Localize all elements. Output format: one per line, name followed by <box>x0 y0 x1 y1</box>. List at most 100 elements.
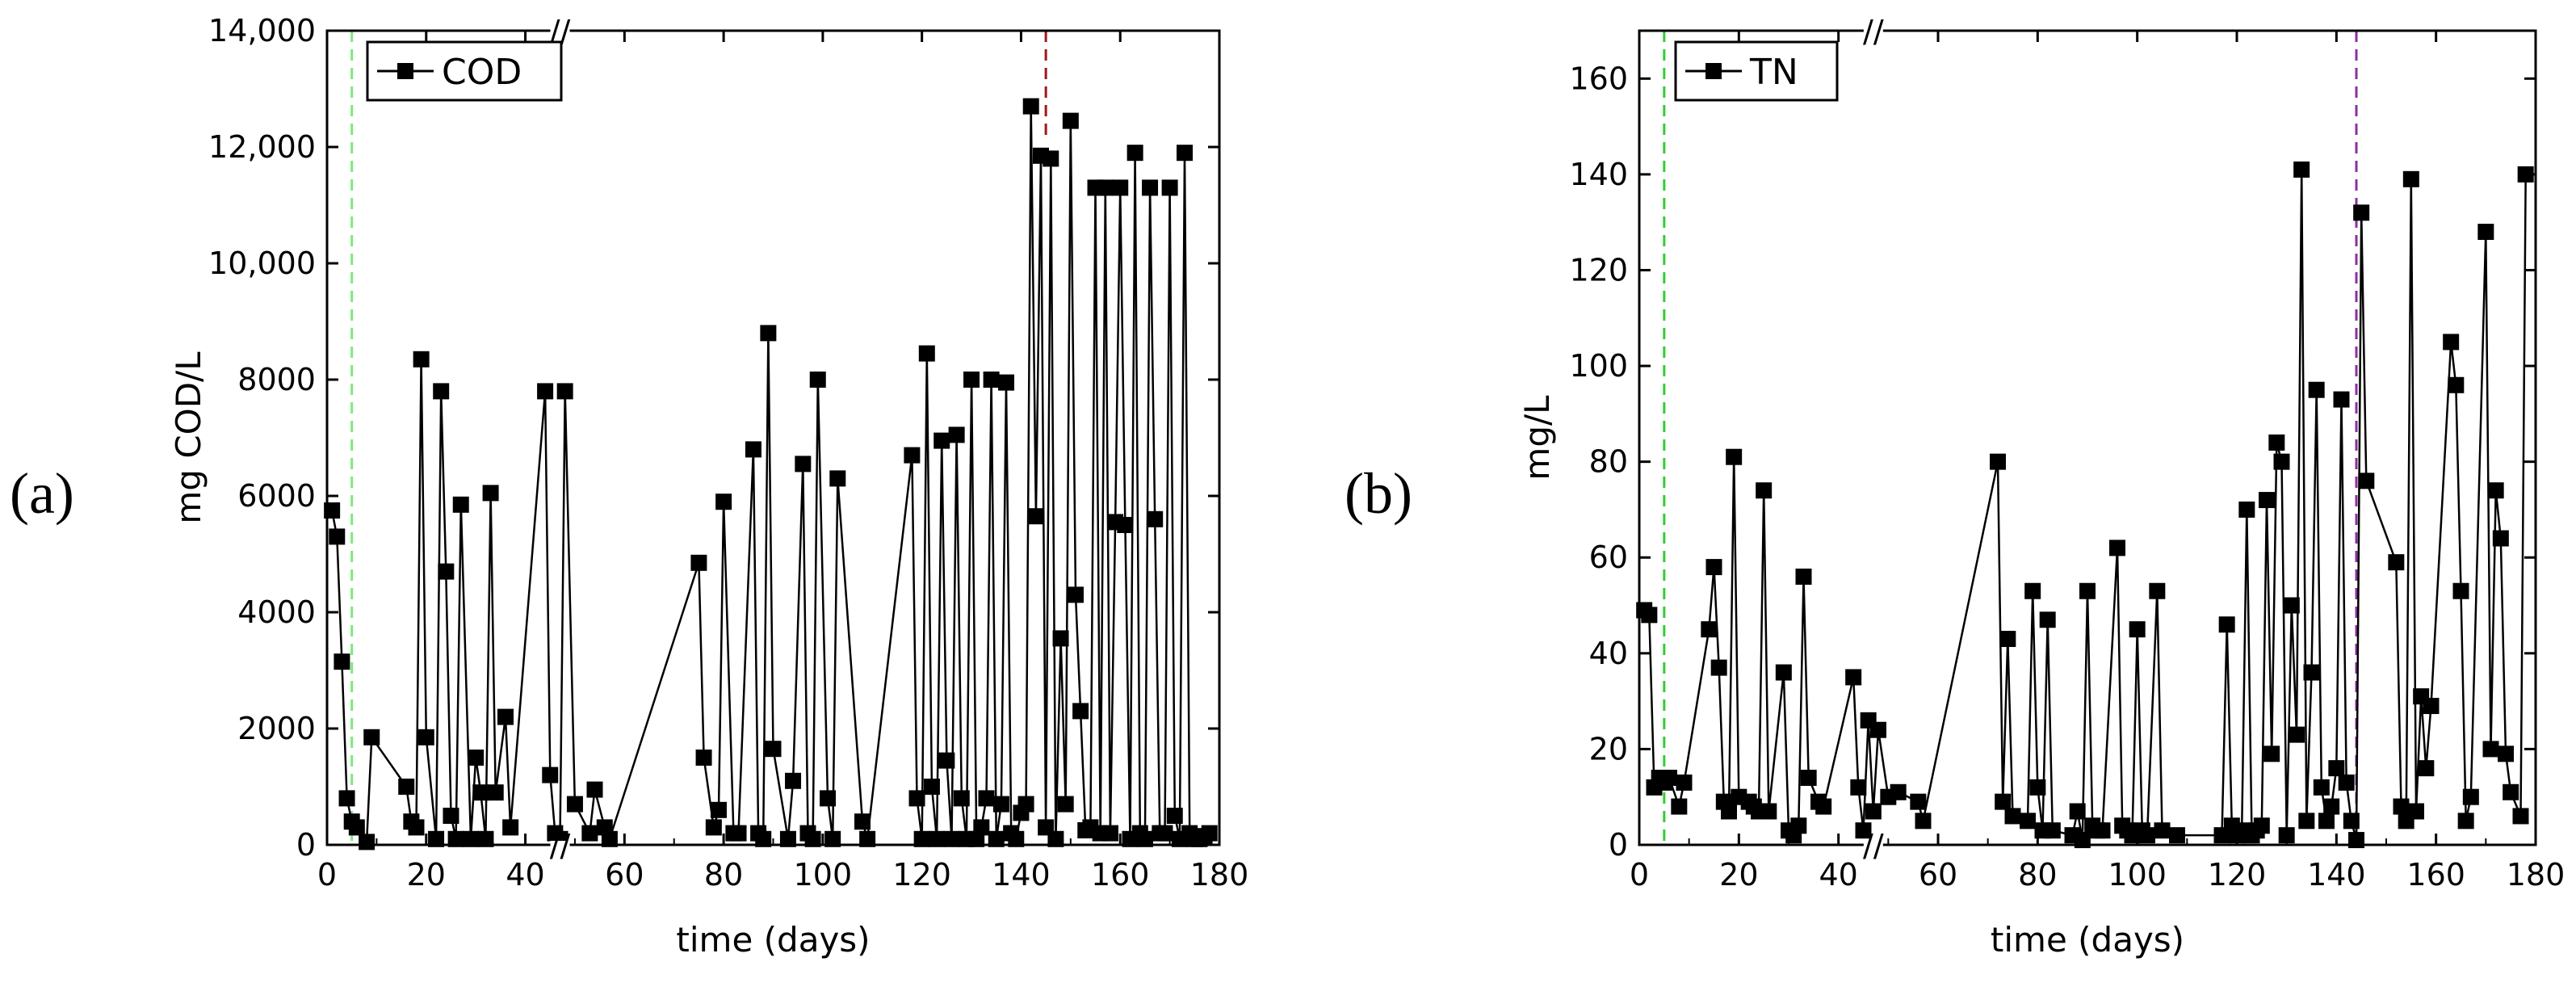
tn-data-point <box>2482 741 2499 758</box>
cod-data-point <box>779 830 796 847</box>
tn-data-point <box>2423 698 2440 715</box>
cod-data-point <box>1201 825 1218 842</box>
cod-data-point <box>1047 830 1064 847</box>
tn-x-tick-label: 60 <box>1919 857 1957 892</box>
cod-data-point <box>1112 179 1129 196</box>
tn-data-point <box>1671 798 1688 815</box>
cod-data-point <box>338 790 355 807</box>
cod-data-point <box>854 813 871 830</box>
cod-data-point <box>363 729 380 746</box>
tn-axis-break-mark: // <box>1863 14 1884 49</box>
cod-data-point <box>765 741 782 758</box>
cod-data-point <box>417 729 434 746</box>
cod-y-tick-label: 12,000 <box>208 129 316 165</box>
cod-data-point <box>908 790 925 807</box>
tn-data-point <box>2492 530 2509 547</box>
tn-data-point <box>2503 783 2519 800</box>
panel-label-a: (a) <box>10 461 74 526</box>
tn-y-tick-label: 60 <box>1589 540 1628 575</box>
cod-axis-break-mark: // <box>550 828 571 863</box>
tn-data-point <box>1800 769 1817 786</box>
cod-data-point <box>804 830 821 847</box>
tn-data-point <box>2218 616 2235 633</box>
tn-data-point <box>2004 808 2021 825</box>
cod-data-point <box>998 374 1015 391</box>
cod-axis-break-gap <box>550 27 570 35</box>
tn-data-point <box>1710 659 1727 676</box>
tn-y-tick-label: 120 <box>1569 252 1628 288</box>
tn-data-point <box>1850 779 1867 796</box>
tn-data-point <box>2278 827 2295 844</box>
cod-data-point <box>1057 796 1074 813</box>
cod-data-point <box>408 819 425 836</box>
cod-x-tick-label: 80 <box>704 857 743 892</box>
cod-data-point <box>1117 517 1134 533</box>
cod-series-line <box>330 106 1210 846</box>
tn-data-point <box>2457 813 2474 830</box>
tn-axis-break-mark: // <box>1863 828 1884 863</box>
tn-y-tick-label: 40 <box>1589 636 1628 671</box>
tn-data-point <box>2308 381 2325 398</box>
cod-data-point <box>745 441 761 458</box>
cod-data-point <box>859 830 876 847</box>
tn-data-point <box>1790 817 1807 834</box>
tn-data-point <box>1995 793 2012 810</box>
cod-data-point <box>923 779 940 795</box>
tn-data-point <box>1870 721 1886 738</box>
tn-data-point <box>2259 492 2275 509</box>
cod-data-point <box>1017 796 1034 813</box>
cod-data-point <box>1166 808 1183 824</box>
cod-data-point <box>1097 179 1114 196</box>
tn-data-point <box>2498 746 2514 762</box>
tn-x-tick-label: 40 <box>1819 857 1857 892</box>
tn-data-point <box>2149 582 2166 599</box>
cod-x-tick-label: 140 <box>992 857 1051 892</box>
cod-data-point <box>933 432 950 449</box>
cod-y-tick-label: 6000 <box>237 478 316 514</box>
cod-data-point <box>329 528 346 545</box>
cod-data-point <box>581 825 598 842</box>
tn-data-point <box>1865 803 1882 820</box>
tn-data-point <box>2069 803 2086 820</box>
tn-data-point <box>2094 822 2111 839</box>
tn-data-point <box>2169 827 2185 844</box>
chart-panel-cod: 0 20 40 60 80 100 120 140 160 180 0 2000 4000 6000 800… <box>169 13 1248 960</box>
tn-y-tick-label: 160 <box>1569 61 1628 96</box>
cod-data-point <box>973 819 990 836</box>
cod-data-point <box>690 554 707 571</box>
cod-data-point <box>586 781 603 798</box>
tn-data-point <box>1855 822 1872 839</box>
tn-data-point <box>1999 631 2016 648</box>
tn-data-point <box>2477 224 2494 241</box>
cod-data-point <box>760 325 777 342</box>
tn-data-point <box>2109 540 2125 556</box>
tn-x-tick-label: 0 <box>1630 857 1649 892</box>
tn-data-point <box>2323 798 2340 815</box>
cod-legend-label: COD <box>442 52 522 93</box>
tn-legend-label: TN <box>1749 52 1798 93</box>
cod-y-tick-label: 0 <box>296 827 316 863</box>
cod-data-point <box>443 808 459 824</box>
cod-data-point <box>918 345 935 362</box>
cod-data-point <box>502 819 519 836</box>
cod-data-point <box>447 830 464 847</box>
cod-data-point <box>992 796 1009 813</box>
cod-data-point <box>1101 825 1118 842</box>
tn-series-line <box>1643 169 2527 841</box>
tn-x-tick-label: 140 <box>2307 857 2366 892</box>
tn-data-point <box>2044 822 2061 839</box>
cod-x-tick-label: 160 <box>1091 857 1150 892</box>
cod-data-point <box>497 708 514 725</box>
tn-data-point <box>1795 568 1812 585</box>
cod-data-point <box>978 790 995 807</box>
cod-y-tick-label: 4000 <box>237 594 316 630</box>
tn-data-point <box>1910 793 1927 810</box>
cod-data-point <box>809 372 826 388</box>
cod-data-point <box>695 750 712 766</box>
tn-data-point <box>1815 798 1832 815</box>
tn-legend-marker <box>1705 63 1722 79</box>
cod-data-point <box>983 372 1000 388</box>
tn-data-point <box>1701 621 1718 638</box>
cod-data-point <box>542 766 559 783</box>
